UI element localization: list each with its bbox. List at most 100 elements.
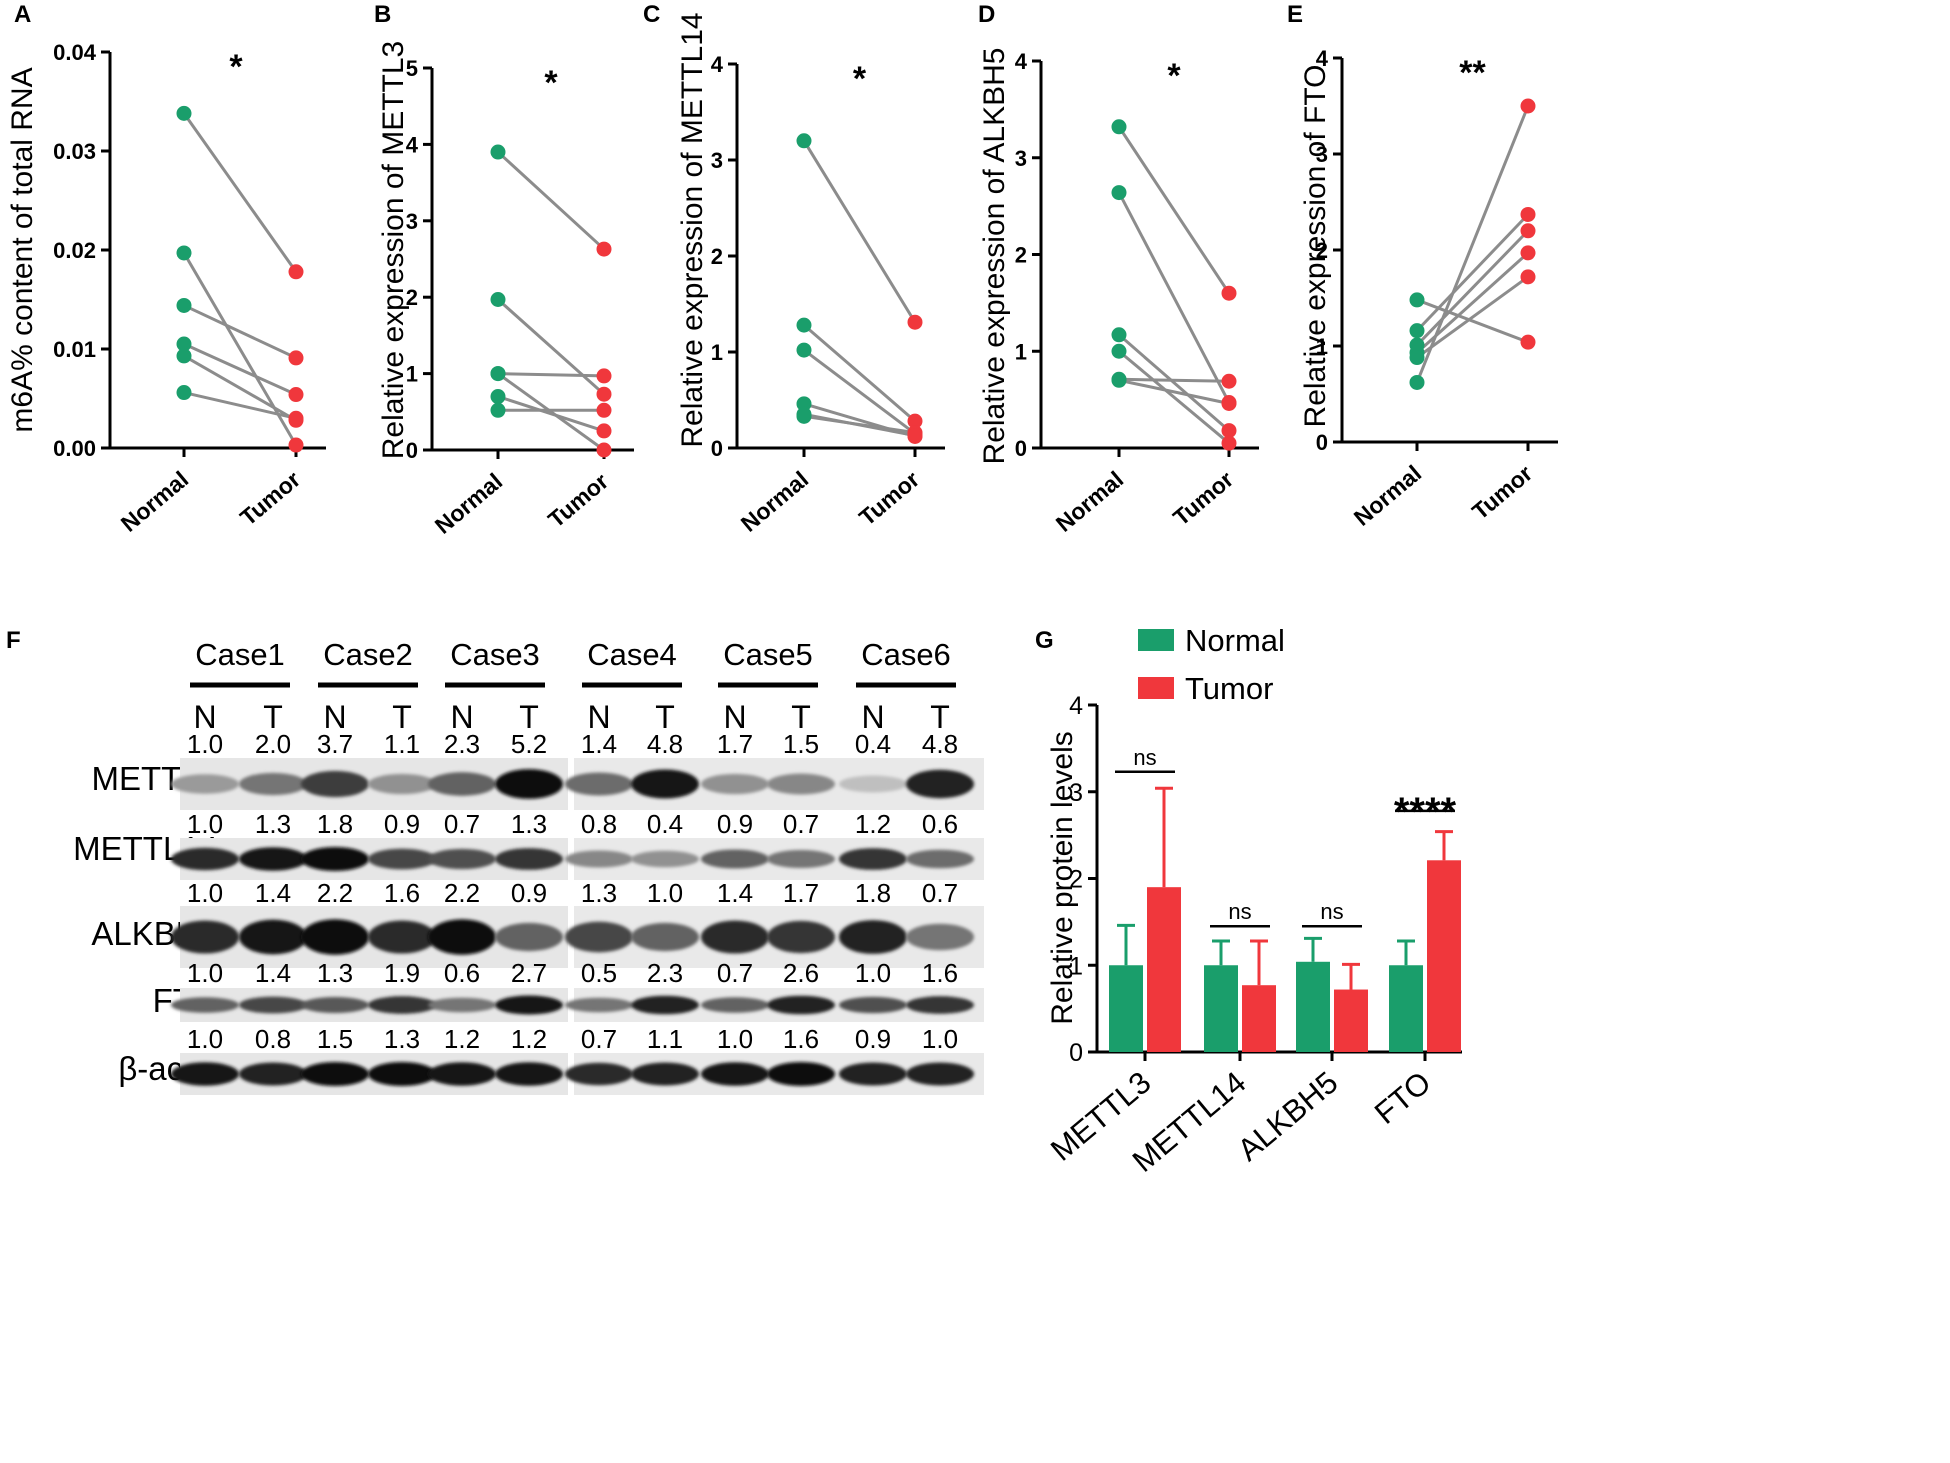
band-intensity-value: 0.8 xyxy=(581,809,617,839)
y-axis-label: Relative expression of FTO xyxy=(1299,65,1332,428)
protein-band xyxy=(495,1062,563,1086)
tumor-point xyxy=(596,442,612,458)
band-intensity-value: 1.3 xyxy=(511,809,547,839)
significance-label: * xyxy=(544,64,558,102)
protein-band xyxy=(906,923,974,951)
x-tick-label: Tumor xyxy=(1168,466,1238,531)
band-intensity-value: 1.3 xyxy=(317,958,353,988)
normal-point xyxy=(490,402,506,418)
normal-point xyxy=(796,133,812,149)
y-tick-label: 3 xyxy=(406,209,418,234)
significance-label: * xyxy=(853,60,867,98)
tumor-point xyxy=(596,402,612,418)
protein-band xyxy=(906,1062,974,1086)
protein-band xyxy=(839,920,907,954)
y-tick-label: 3 xyxy=(1316,142,1328,167)
y-tick-label: 3 xyxy=(711,148,723,173)
y-tick-label: 0.04 xyxy=(53,40,97,65)
band-intensity-value: 1.4 xyxy=(581,729,617,759)
band-intensity-value: 1.2 xyxy=(855,809,891,839)
band-intensity-value: 1.1 xyxy=(384,729,420,759)
normal-bar xyxy=(1296,961,1330,1052)
band-intensity-value: 1.2 xyxy=(444,1024,480,1054)
protein-band xyxy=(368,920,436,954)
y-tick-label: 2 xyxy=(406,285,418,310)
tumor-point xyxy=(288,264,304,280)
normal-point xyxy=(1111,185,1127,201)
protein-band xyxy=(631,850,699,868)
pair-line xyxy=(1118,333,1230,432)
legend-label: Normal xyxy=(1185,623,1285,658)
band-intensity-value: 0.7 xyxy=(922,878,958,908)
y-tick-label: 2 xyxy=(1069,866,1083,894)
normal-point xyxy=(796,406,812,422)
pair-line xyxy=(1117,125,1231,295)
band-intensity-value: 1.0 xyxy=(187,1024,223,1054)
band-intensity-value: 1.0 xyxy=(187,729,223,759)
protein-band xyxy=(701,997,769,1013)
tumor-point xyxy=(288,350,304,366)
band-intensity-value: 0.7 xyxy=(783,809,819,839)
normal-point xyxy=(1111,327,1127,343)
y-tick-label: 0 xyxy=(711,436,723,461)
tumor-point xyxy=(907,314,923,330)
pair-line xyxy=(803,348,916,435)
protein-band xyxy=(906,996,974,1014)
protein-band xyxy=(368,1061,436,1087)
significance-label: ns xyxy=(1320,899,1343,924)
y-tick-label: 0 xyxy=(1316,430,1328,455)
lane-label: N xyxy=(723,699,746,735)
normal-bar xyxy=(1204,965,1238,1052)
band-intensity-value: 2.0 xyxy=(255,729,291,759)
tumor-point xyxy=(596,241,612,257)
y-tick-label: 4 xyxy=(711,52,724,77)
tumor-point xyxy=(288,410,304,426)
lane-label: T xyxy=(263,699,283,735)
protein-band xyxy=(767,1061,835,1087)
y-tick-label: 0 xyxy=(1069,1039,1083,1067)
protein-band xyxy=(495,848,563,870)
protein-band xyxy=(495,769,563,799)
y-tick-label: 0.01 xyxy=(53,337,96,362)
y-tick-label: 3 xyxy=(1015,146,1027,171)
band-intensity-value: 1.3 xyxy=(384,1024,420,1054)
protein-band xyxy=(171,847,239,871)
band-intensity-value: 1.8 xyxy=(317,809,353,839)
band-intensity-value: 1.0 xyxy=(717,1024,753,1054)
protein-band xyxy=(839,848,907,870)
protein-band xyxy=(171,997,239,1013)
protein-band xyxy=(368,773,436,795)
protein-band xyxy=(301,1061,369,1087)
y-axis-label: m6A% content of total RNA xyxy=(6,67,39,432)
panel-label: C xyxy=(643,1,660,28)
pair-line xyxy=(497,372,605,378)
y-tick-label: 5 xyxy=(406,56,418,81)
protein-band xyxy=(631,922,699,952)
protein-band xyxy=(631,995,699,1015)
pair-line xyxy=(496,150,606,251)
x-tick-label: Normal xyxy=(116,466,193,537)
band-intensity-value: 2.6 xyxy=(783,958,819,988)
y-tick-label: 1 xyxy=(711,340,723,365)
legend-swatch xyxy=(1138,677,1174,699)
protein-band xyxy=(701,773,769,795)
pair-line xyxy=(1118,378,1230,405)
normal-point xyxy=(1409,323,1425,339)
pair-line xyxy=(183,391,297,420)
band-intensity-value: 1.1 xyxy=(647,1024,683,1054)
significance-label: * xyxy=(229,48,243,86)
band-intensity-value: 1.0 xyxy=(187,958,223,988)
band-intensity-value: 0.7 xyxy=(717,958,753,988)
normal-point xyxy=(490,366,506,382)
tumor-point xyxy=(1520,223,1536,239)
tumor-bar xyxy=(1427,860,1461,1052)
y-tick-label: 4 xyxy=(1015,49,1028,74)
band-intensity-value: 0.4 xyxy=(647,809,683,839)
pair-line xyxy=(802,140,917,324)
x-tick-label: Normal xyxy=(1349,460,1426,531)
blot-row: FTO1.01.41.31.90.62.70.52.30.72.61.01.6 xyxy=(153,958,984,1022)
normal-point xyxy=(1111,343,1127,359)
panel-b: B 0 1 2 3 4 5 Normal Tumor Relative expression of… xyxy=(374,1,634,539)
band-intensity-value: 1.3 xyxy=(255,809,291,839)
